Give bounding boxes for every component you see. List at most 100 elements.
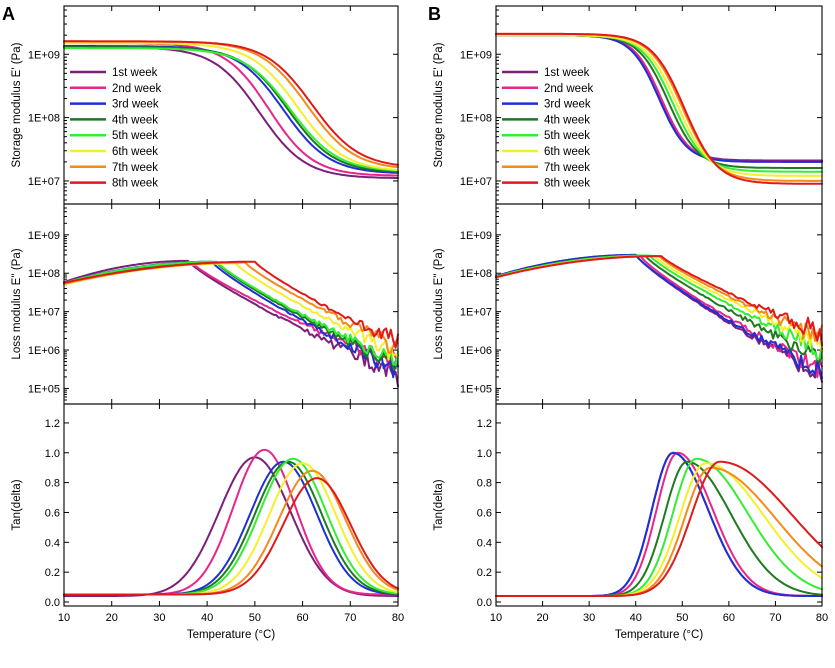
series-line-6 (495, 34, 823, 177)
plot-layer: 1E+07 1E+08 1E+09 Storage modulus E' (Pa) 1s… (11, 5, 828, 641)
x-tick-label: 20 (106, 612, 118, 624)
y-tick-label: 1E+09 (460, 230, 492, 242)
legend-label: 7th week (544, 162, 590, 174)
x-axis-title: Temperature (°C) (187, 629, 275, 641)
series-line-3 (63, 460, 399, 596)
subplot-frame (495, 203, 823, 405)
series-line-8 (495, 460, 823, 597)
y-tick-label: 0.0 (45, 597, 60, 609)
series-line-8 (63, 477, 399, 596)
x-tick-label: 20 (536, 612, 548, 624)
y-tick-label: 1E+05 (28, 383, 60, 395)
y-tick-label: 0.8 (477, 478, 492, 490)
legend-label: 1st week (544, 67, 590, 79)
x-tick-label: 40 (630, 612, 642, 624)
y-tick-label: 1E+08 (460, 113, 492, 125)
y-tick-label: 1E+08 (28, 268, 60, 280)
y-tick-label: 1E+08 (460, 268, 492, 280)
series-line-3 (495, 253, 823, 380)
legend-label: 2nd week (544, 83, 593, 95)
legend-label: 3rd week (112, 99, 159, 111)
y-tick-label: 1E+09 (28, 49, 60, 61)
x-tick-label: 10 (58, 612, 70, 624)
y-axis-title: Tan(delta) (11, 479, 23, 530)
legend-label: 4th week (112, 114, 158, 126)
panel-letter-a: A (2, 4, 15, 24)
subplot-a-3: 0.0 0.2 0.4 0.6 0.8 1.0 1.2 Tan(delta) 10 20 30 40 5… (11, 403, 404, 641)
legend-label: 3rd week (544, 99, 591, 111)
subplot-frame (495, 403, 823, 607)
y-tick-label: 0.2 (477, 567, 492, 579)
y-tick-label: 1E+07 (28, 176, 60, 188)
y-tick-label: 1.0 (477, 448, 492, 460)
x-tick-label: 60 (723, 612, 735, 624)
legend-label: 2nd week (112, 83, 161, 95)
y-tick-label: 1E+06 (460, 345, 492, 357)
legend-label: 7th week (112, 162, 158, 174)
subplot-b-2: 1E+05 1E+06 1E+07 1E+08 1E+09 Loss modulus E'… (433, 203, 823, 405)
x-tick-label: 50 (249, 612, 261, 624)
x-tick-label: 30 (583, 612, 595, 624)
legend-label: 4th week (544, 114, 590, 126)
series-line-7 (495, 255, 823, 342)
y-tick-label: 1E+07 (460, 307, 492, 319)
legend-label: 5th week (544, 130, 590, 142)
series-line-5 (63, 47, 399, 172)
x-tick-label: 30 (153, 612, 165, 624)
y-tick-label: 1.2 (45, 418, 60, 430)
y-axis-title: Tan(delta) (433, 479, 445, 530)
y-tick-label: 1E+07 (28, 307, 60, 319)
subplot-frame (63, 203, 399, 405)
legend-label: 8th week (112, 178, 158, 190)
series-line-6 (63, 42, 399, 171)
y-axis-title: Storage modulus E' (Pa) (433, 42, 445, 167)
series-line-8 (63, 40, 399, 166)
x-tick-label: 50 (676, 612, 688, 624)
series-line-5 (63, 260, 399, 366)
y-tick-label: 0.2 (45, 567, 60, 579)
x-tick-label: 70 (344, 612, 356, 624)
subplot-b-3: 0.0 0.2 0.4 0.6 0.8 1.0 1.2 Tan(delta) 10 20 30 40 5… (433, 403, 828, 641)
subplot-b-1: 1E+07 1E+08 1E+09 Storage modulus E' (Pa) 1s… (433, 5, 823, 205)
y-tick-label: 0.4 (45, 537, 60, 549)
series-line-8 (495, 32, 823, 185)
panel-letter-b: B (428, 4, 441, 24)
x-tick-label: 80 (816, 612, 828, 624)
x-tick-label: 60 (296, 612, 308, 624)
subplot-frame (63, 403, 399, 607)
y-tick-label: 0.6 (45, 507, 60, 519)
y-tick-label: 0.4 (477, 537, 492, 549)
legend-label: 6th week (112, 146, 158, 158)
y-tick-label: 1E+09 (28, 230, 60, 242)
y-tick-label: 0.0 (477, 597, 492, 609)
y-axis-title: Loss modulus E'' (Pa) (433, 248, 445, 359)
legend-label: 6th week (544, 146, 590, 158)
y-axis-title: Loss modulus E'' (Pa) (11, 248, 23, 359)
series-line-2 (63, 262, 399, 369)
y-tick-label: 1E+07 (460, 176, 492, 188)
series-line-5 (495, 254, 823, 361)
x-axis-title: Temperature (°C) (615, 629, 703, 641)
x-tick-label: 10 (490, 612, 502, 624)
x-tick-label: 40 (201, 612, 213, 624)
y-tick-label: 1E+05 (460, 383, 492, 395)
x-tick-label: 70 (769, 612, 781, 624)
legend-label: 5th week (112, 130, 158, 142)
legend-label: 1st week (112, 67, 158, 79)
series-line-1 (63, 259, 399, 388)
y-axis-title: Storage modulus E' (Pa) (11, 42, 23, 167)
legend: 1st week 2nd week 3rd week 4th week 5th week… (70, 67, 161, 190)
series-line-7 (63, 469, 399, 596)
legend-label: 8th week (544, 178, 590, 190)
subplot-a-2: 1E+05 1E+06 1E+07 1E+08 1E+09 Loss modulus E'… (11, 203, 399, 405)
subplot-a-1: 1E+07 1E+08 1E+09 Storage modulus E' (Pa) 1s… (11, 5, 399, 205)
series-line-3 (63, 260, 399, 379)
series-line-8 (63, 260, 399, 349)
y-tick-label: 1E+09 (460, 49, 492, 61)
series-line-8 (495, 255, 823, 347)
legend: 1st week 2nd week 3rd week 4th week 5th week… (502, 67, 593, 190)
x-tick-label: 80 (392, 612, 404, 624)
y-tick-label: 1E+08 (28, 113, 60, 125)
y-tick-label: 1.0 (45, 448, 60, 460)
